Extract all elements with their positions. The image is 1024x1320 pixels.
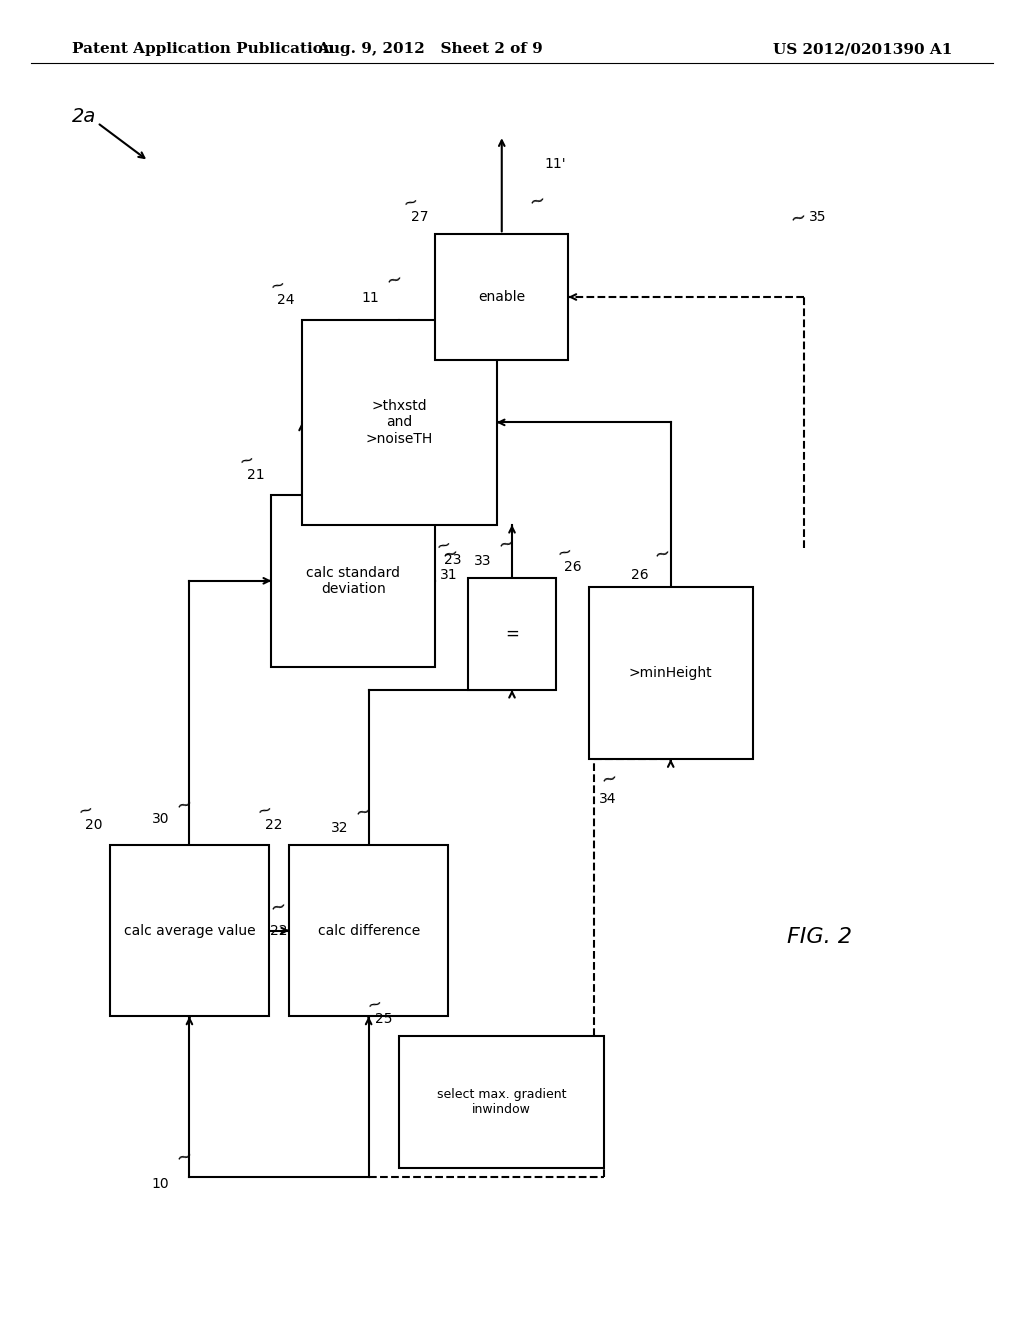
Text: 2a: 2a — [72, 107, 96, 125]
Text: ~: ~ — [255, 800, 273, 821]
Bar — [302, 319, 497, 524]
Text: >minHeight: >minHeight — [629, 667, 713, 680]
Text: 22: 22 — [270, 924, 288, 939]
Text: >thxstd
and
>noiseTH: >thxstd and >noiseTH — [366, 399, 433, 446]
Text: 11: 11 — [361, 290, 379, 305]
Text: calc difference: calc difference — [317, 924, 420, 937]
Text: 22: 22 — [264, 817, 282, 832]
Text: US 2012/0201390 A1: US 2012/0201390 A1 — [773, 42, 952, 57]
Text: ~: ~ — [527, 190, 548, 213]
Text: 33: 33 — [474, 554, 492, 568]
Bar — [435, 235, 568, 359]
Bar — [469, 578, 555, 689]
Text: ~: ~ — [384, 269, 404, 292]
Text: 34: 34 — [599, 792, 616, 807]
Text: 11': 11' — [545, 157, 566, 170]
Text: enable: enable — [478, 290, 525, 304]
Text: ~: ~ — [365, 994, 384, 1015]
Text: ~: ~ — [267, 275, 287, 296]
Text: ~: ~ — [174, 793, 195, 817]
Text: ~: ~ — [440, 543, 461, 566]
Text: 31: 31 — [440, 568, 458, 582]
Bar — [399, 1036, 604, 1168]
Text: 32: 32 — [331, 821, 348, 836]
Bar — [289, 845, 449, 1016]
Text: FIG. 2: FIG. 2 — [786, 927, 852, 948]
Text: Aug. 9, 2012   Sheet 2 of 9: Aug. 9, 2012 Sheet 2 of 9 — [317, 42, 543, 57]
Text: ~: ~ — [353, 800, 374, 824]
Bar — [271, 495, 435, 667]
Text: ~: ~ — [652, 543, 673, 566]
Text: 26: 26 — [631, 568, 648, 582]
Text: 24: 24 — [278, 293, 295, 306]
Text: ~: ~ — [599, 767, 620, 791]
Text: ~: ~ — [76, 800, 94, 821]
Text: 30: 30 — [152, 812, 169, 826]
Text: ~: ~ — [497, 533, 517, 556]
Text: =: = — [505, 624, 519, 643]
Text: ~: ~ — [400, 191, 420, 214]
Text: calc average value: calc average value — [124, 924, 255, 937]
Text: ~: ~ — [788, 206, 809, 230]
Text: calc standard
deviation: calc standard deviation — [306, 566, 400, 595]
Text: Patent Application Publication: Patent Application Publication — [72, 42, 334, 57]
Bar — [111, 845, 268, 1016]
Text: ~: ~ — [268, 895, 290, 919]
Text: 21: 21 — [247, 467, 264, 482]
Text: 25: 25 — [375, 1011, 392, 1026]
Text: ~: ~ — [434, 535, 453, 557]
Text: 35: 35 — [809, 210, 826, 224]
Bar — [589, 587, 753, 759]
Text: ~: ~ — [174, 1146, 195, 1170]
Text: select max. gradient
inwindow: select max. gradient inwindow — [437, 1088, 566, 1117]
Text: 10: 10 — [152, 1177, 169, 1192]
Text: ~: ~ — [554, 543, 573, 564]
Text: ~: ~ — [237, 450, 256, 471]
Text: 27: 27 — [411, 210, 428, 223]
Text: 20: 20 — [85, 817, 102, 832]
Text: 23: 23 — [443, 553, 461, 568]
Text: 26: 26 — [564, 560, 582, 574]
